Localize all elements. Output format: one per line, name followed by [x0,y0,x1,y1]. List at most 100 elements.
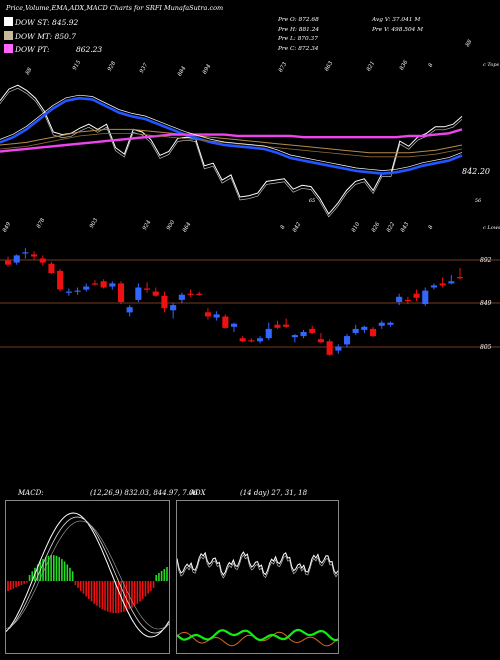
candle-body [248,340,255,342]
candle-body [213,314,220,318]
ema-short-line [0,96,463,175]
high-label: Pre H: [278,26,297,33]
avgvol-label: Avg V: [372,17,391,23]
candle-body [317,339,324,343]
tops-label: c Tops [483,62,500,68]
prevol-label: Pre V: [372,26,390,33]
candle-body [91,283,98,285]
candle-body [422,290,429,305]
candle-body [457,277,464,279]
low-label: Pre L: [278,36,296,42]
low-label: 8 [428,224,435,230]
candle-body [439,283,446,286]
legend-swatch-mt [4,31,13,40]
top-label: 937 [139,62,150,75]
low-label: 843 [400,221,411,234]
macd-line [6,512,169,638]
top-label: 928 [107,60,118,73]
low-value: 870.37 [297,36,318,42]
adx-line [177,551,338,576]
candle-body [387,322,394,325]
candle-body [83,286,90,290]
close-value: 872.34 [298,45,319,52]
low-label: 822 [386,221,397,234]
prevol-value: 498.504 M [391,26,424,33]
close-label: Pre C: [278,45,297,52]
ema-short-line-2 [0,94,463,171]
candle-body [126,307,133,313]
candle-body [404,299,411,302]
candle-body [152,291,159,296]
top-label: 873 [278,61,289,74]
adx-line-2 [177,554,338,579]
candle-body [196,293,203,295]
candle-body [13,255,20,263]
price-level-label: 892 [480,257,492,264]
candle-body [170,305,177,311]
candle-body [300,332,307,337]
legend-label-st: DOW ST: [15,18,53,27]
candle-body [309,328,316,333]
candle-body [265,328,272,339]
candle-body [48,263,55,273]
ema-long-line [0,128,463,153]
adx-svg [177,551,338,647]
avgvol-value: 37.041 M [392,17,421,23]
candle-body [352,328,359,333]
candle-body [178,294,185,300]
plus-di-line [177,628,338,642]
low-label: 826 [371,221,382,234]
candle-body [396,296,403,302]
candle-body [239,338,246,342]
top-label: 88 [25,67,34,76]
price-line [0,84,463,215]
candle-body [100,281,107,288]
candle-body [39,258,46,263]
legend-swatch-pt [4,44,13,53]
candle-body [31,254,38,257]
top-label: 863 [324,60,335,73]
candle-body [335,346,342,351]
candle-body [378,322,385,326]
candle-body [65,291,72,293]
macd-signal-line [6,516,169,634]
open-value: 872.68 [298,17,319,23]
candle-body [257,338,264,342]
legend-label-pt: DOW PT: [15,45,52,54]
candle-body [222,316,229,328]
adx-panel [176,500,339,654]
candle-body [74,290,81,292]
candle-body [430,285,437,288]
chart-title: Price,Volume,EMA,ADX,MACD Charts for SRF… [6,4,224,12]
legend-value-st: 845.92 [52,18,79,27]
legend-value-mt: 850.7 [54,32,77,41]
low-label: 810 [351,221,362,234]
macd-panel [5,500,170,654]
low-label: 878 [36,217,47,230]
ema-extra-label: 65 [309,198,315,204]
ema-extra-label: 56 [475,198,482,204]
volume-block: Avg V: 37.041 M Pre V: 498.504 M [372,16,423,35]
low-label: 849 [2,221,13,234]
top-label: 821 [366,60,376,72]
legend-dow-pt: DOW PT: 862.23 [4,44,102,54]
candle-body [291,335,298,338]
candle-body [370,328,377,337]
macd-params: (12,26,9) 832.03, 844.97, 7.06 [90,489,198,497]
macd-signal-line-2 [6,520,169,630]
top-label: 894 [202,63,213,76]
candle-body [161,295,168,309]
candle-body [187,293,194,295]
candle-body [283,324,290,327]
top-label: 836 [399,59,410,72]
lows-label: c Lows [483,225,500,231]
candle-body [344,336,351,345]
adx-label: ADX [190,489,206,497]
ema-mid-line [0,128,463,154]
low-label: 8 [280,224,287,230]
top-label: 884 [177,65,188,78]
candle-body [144,288,151,290]
low-label: 900 [166,219,177,232]
ohlc-block: Pre O: 872.68 Pre H: 881.24 Pre L: 870.3… [278,16,319,54]
top-label: 88 [465,39,474,48]
